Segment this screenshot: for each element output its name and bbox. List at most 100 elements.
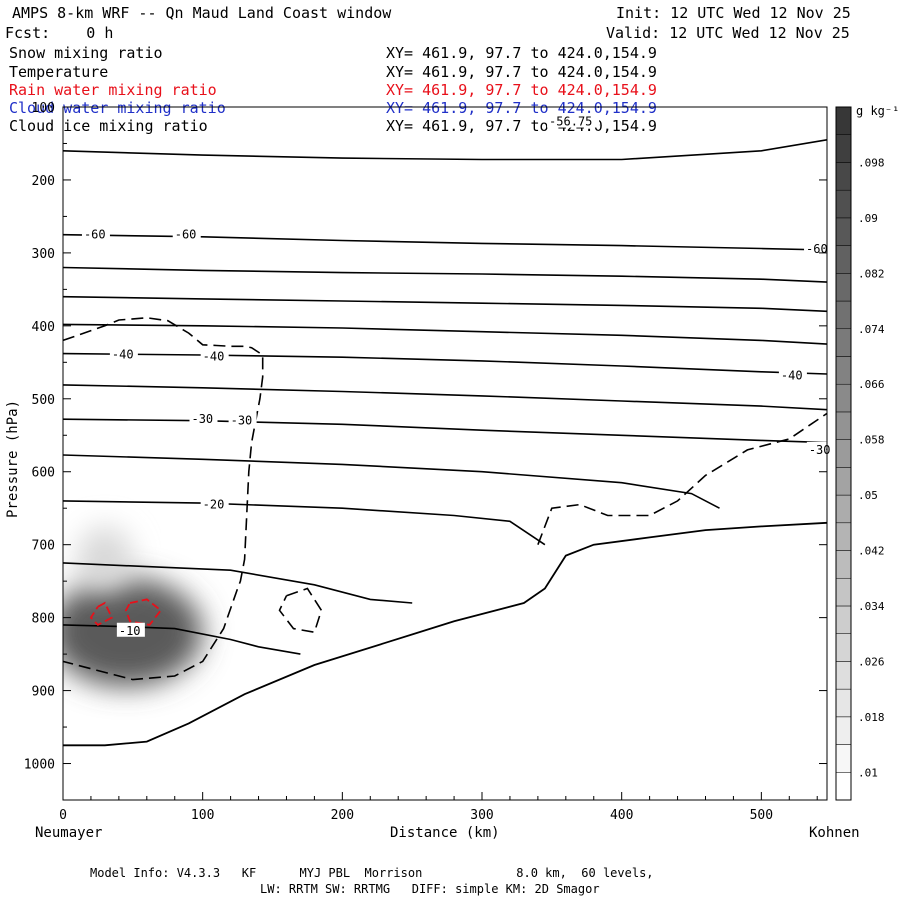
legend-xy-cloud-ice: XY= 461.9, 97.7 to 424.0,154.9 (386, 117, 657, 135)
colorbar-bin (835, 411, 852, 440)
y-tick-label: 500 (32, 393, 55, 408)
legend-label-cloud-ice: Cloud ice mixing ratio (9, 117, 208, 135)
contour-label-bg (778, 367, 807, 382)
colorbar-bin (835, 217, 852, 246)
temperature-contour (63, 624, 301, 655)
temperature-contour-label: -60 (84, 228, 106, 242)
init-time: Init: 12 UTC Wed 12 Nov 25 (616, 4, 851, 22)
colorbar-tick-label: .042 (858, 545, 885, 558)
temperature-contour-label: -60 (806, 242, 828, 256)
colorbar-tick-label: .082 (858, 267, 885, 280)
contour-label-bg (806, 441, 835, 456)
forecast-hour: Fcst: 0 h (5, 24, 114, 42)
contour-label-bg (116, 622, 145, 637)
temperature-contour-label: -56.75 (549, 115, 592, 129)
rain-contour (124, 598, 163, 626)
colorbar-bin (835, 245, 852, 274)
x-end-label-left: Neumayer (35, 825, 102, 841)
y-tick-label: 300 (32, 247, 55, 262)
contour-label-bg (228, 412, 257, 427)
x-end-label-right: Kohnen (809, 825, 860, 841)
temperature-contour-label: -30 (809, 443, 831, 457)
valid-time: Valid: 12 UTC Wed 12 Nov 25 (606, 24, 850, 42)
plot-frame (62, 106, 828, 801)
y-tick-label: 200 (32, 174, 55, 189)
colorbar-bin (835, 273, 852, 302)
legend-xy-temperature: XY= 461.9, 97.7 to 424.0,154.9 (386, 63, 657, 81)
colorbar-unit: g kg⁻¹ (856, 104, 899, 118)
temperature-contour-label: -20 (203, 498, 225, 512)
temperature-contour (63, 562, 413, 604)
temperature-contour (63, 233, 827, 251)
colorbar-bin (835, 300, 852, 330)
contour-label-bg (172, 226, 201, 241)
temperature-contour (63, 454, 720, 509)
y-tick-label: 400 (32, 320, 55, 335)
colorbar-bin (835, 550, 852, 579)
colorbar-tick-label: .018 (858, 711, 885, 724)
chart-title: AMPS 8-km WRF -- Qn Maud Land Coast wind… (12, 4, 392, 22)
colorbar-tick-label: .01 (858, 766, 878, 779)
colorbar-bin (835, 688, 852, 718)
colorbar-bin (835, 633, 852, 662)
temperature-contour-label: -40 (112, 347, 134, 361)
x-tick-label: 200 (331, 808, 354, 823)
colorbar-bin (835, 356, 852, 385)
temperature-contour-label: -30 (191, 412, 213, 426)
colorbar-tick-label: .026 (858, 655, 885, 668)
colorbar-bin (835, 661, 852, 690)
contour-label-bg (189, 411, 218, 426)
snow-shading-blob (76, 526, 133, 593)
colorbar-bin (835, 716, 852, 745)
contour-label-bg (547, 113, 600, 128)
legend-label-cloud-water: Cloud water mixing ratio (9, 99, 226, 117)
colorbar-frame (835, 106, 852, 801)
cloud-ice-contour (63, 316, 264, 681)
colorbar-tick-label: .058 (858, 434, 885, 447)
y-tick-label: 700 (32, 539, 55, 554)
temperature-contour (63, 500, 546, 546)
temperature-contour (63, 418, 827, 444)
legend-xy-rain: XY= 461.9, 97.7 to 424.0,154.9 (386, 81, 657, 99)
contour-label-bg (81, 226, 110, 241)
terrain-line (63, 521, 827, 747)
legend-xy-cloud-water: XY= 461.9, 97.7 to 424.0,154.9 (386, 99, 657, 117)
colorbar-bin (835, 605, 852, 634)
colorbar-bin (835, 162, 852, 191)
colorbar-bin (835, 744, 852, 773)
x-tick-label: 500 (750, 808, 773, 823)
legend-label-snow: Snow mixing ratio (9, 44, 163, 62)
colorbar-tick-label: .09 (858, 212, 878, 225)
temperature-contour-label: -60 (175, 228, 197, 242)
x-axis-title: Distance (km) (390, 825, 500, 841)
colorbar-bin (835, 383, 852, 413)
colorbar-bin (835, 522, 852, 551)
y-tick-label: 1000 (24, 758, 55, 773)
colorbar-bin (835, 467, 852, 496)
temperature-contour (63, 352, 827, 375)
temperature-contour (63, 323, 827, 345)
colorbar-tick-label: .066 (858, 378, 885, 391)
x-tick-label: 0 (59, 808, 67, 823)
temperature-contour (63, 266, 827, 283)
colorbar-bin (835, 134, 852, 163)
colorbar-bin (835, 189, 852, 219)
colorbar-bin (835, 494, 852, 524)
colorbar-bin (835, 772, 852, 801)
temperature-contour-label: -40 (781, 368, 803, 382)
x-tick-label: 400 (610, 808, 633, 823)
x-tick-label: 300 (470, 808, 493, 823)
colorbar-tick-label: .074 (858, 323, 885, 336)
contour-label-bg (200, 496, 229, 511)
colorbar-bin (835, 577, 852, 607)
contour-label-bg (804, 241, 833, 256)
y-axis-title: Pressure (hPa) (5, 400, 21, 518)
temperature-contour (63, 384, 827, 411)
model-info-line2: LW: RRTM SW: RRTMG DIFF: simple KM: 2D S… (260, 882, 600, 896)
x-tick-label: 100 (191, 808, 214, 823)
colorbar-tick-label: .05 (858, 489, 878, 502)
contour-label-bg (200, 348, 229, 363)
colorbar-bin (835, 106, 852, 135)
cloud-ice-contour (537, 412, 827, 545)
